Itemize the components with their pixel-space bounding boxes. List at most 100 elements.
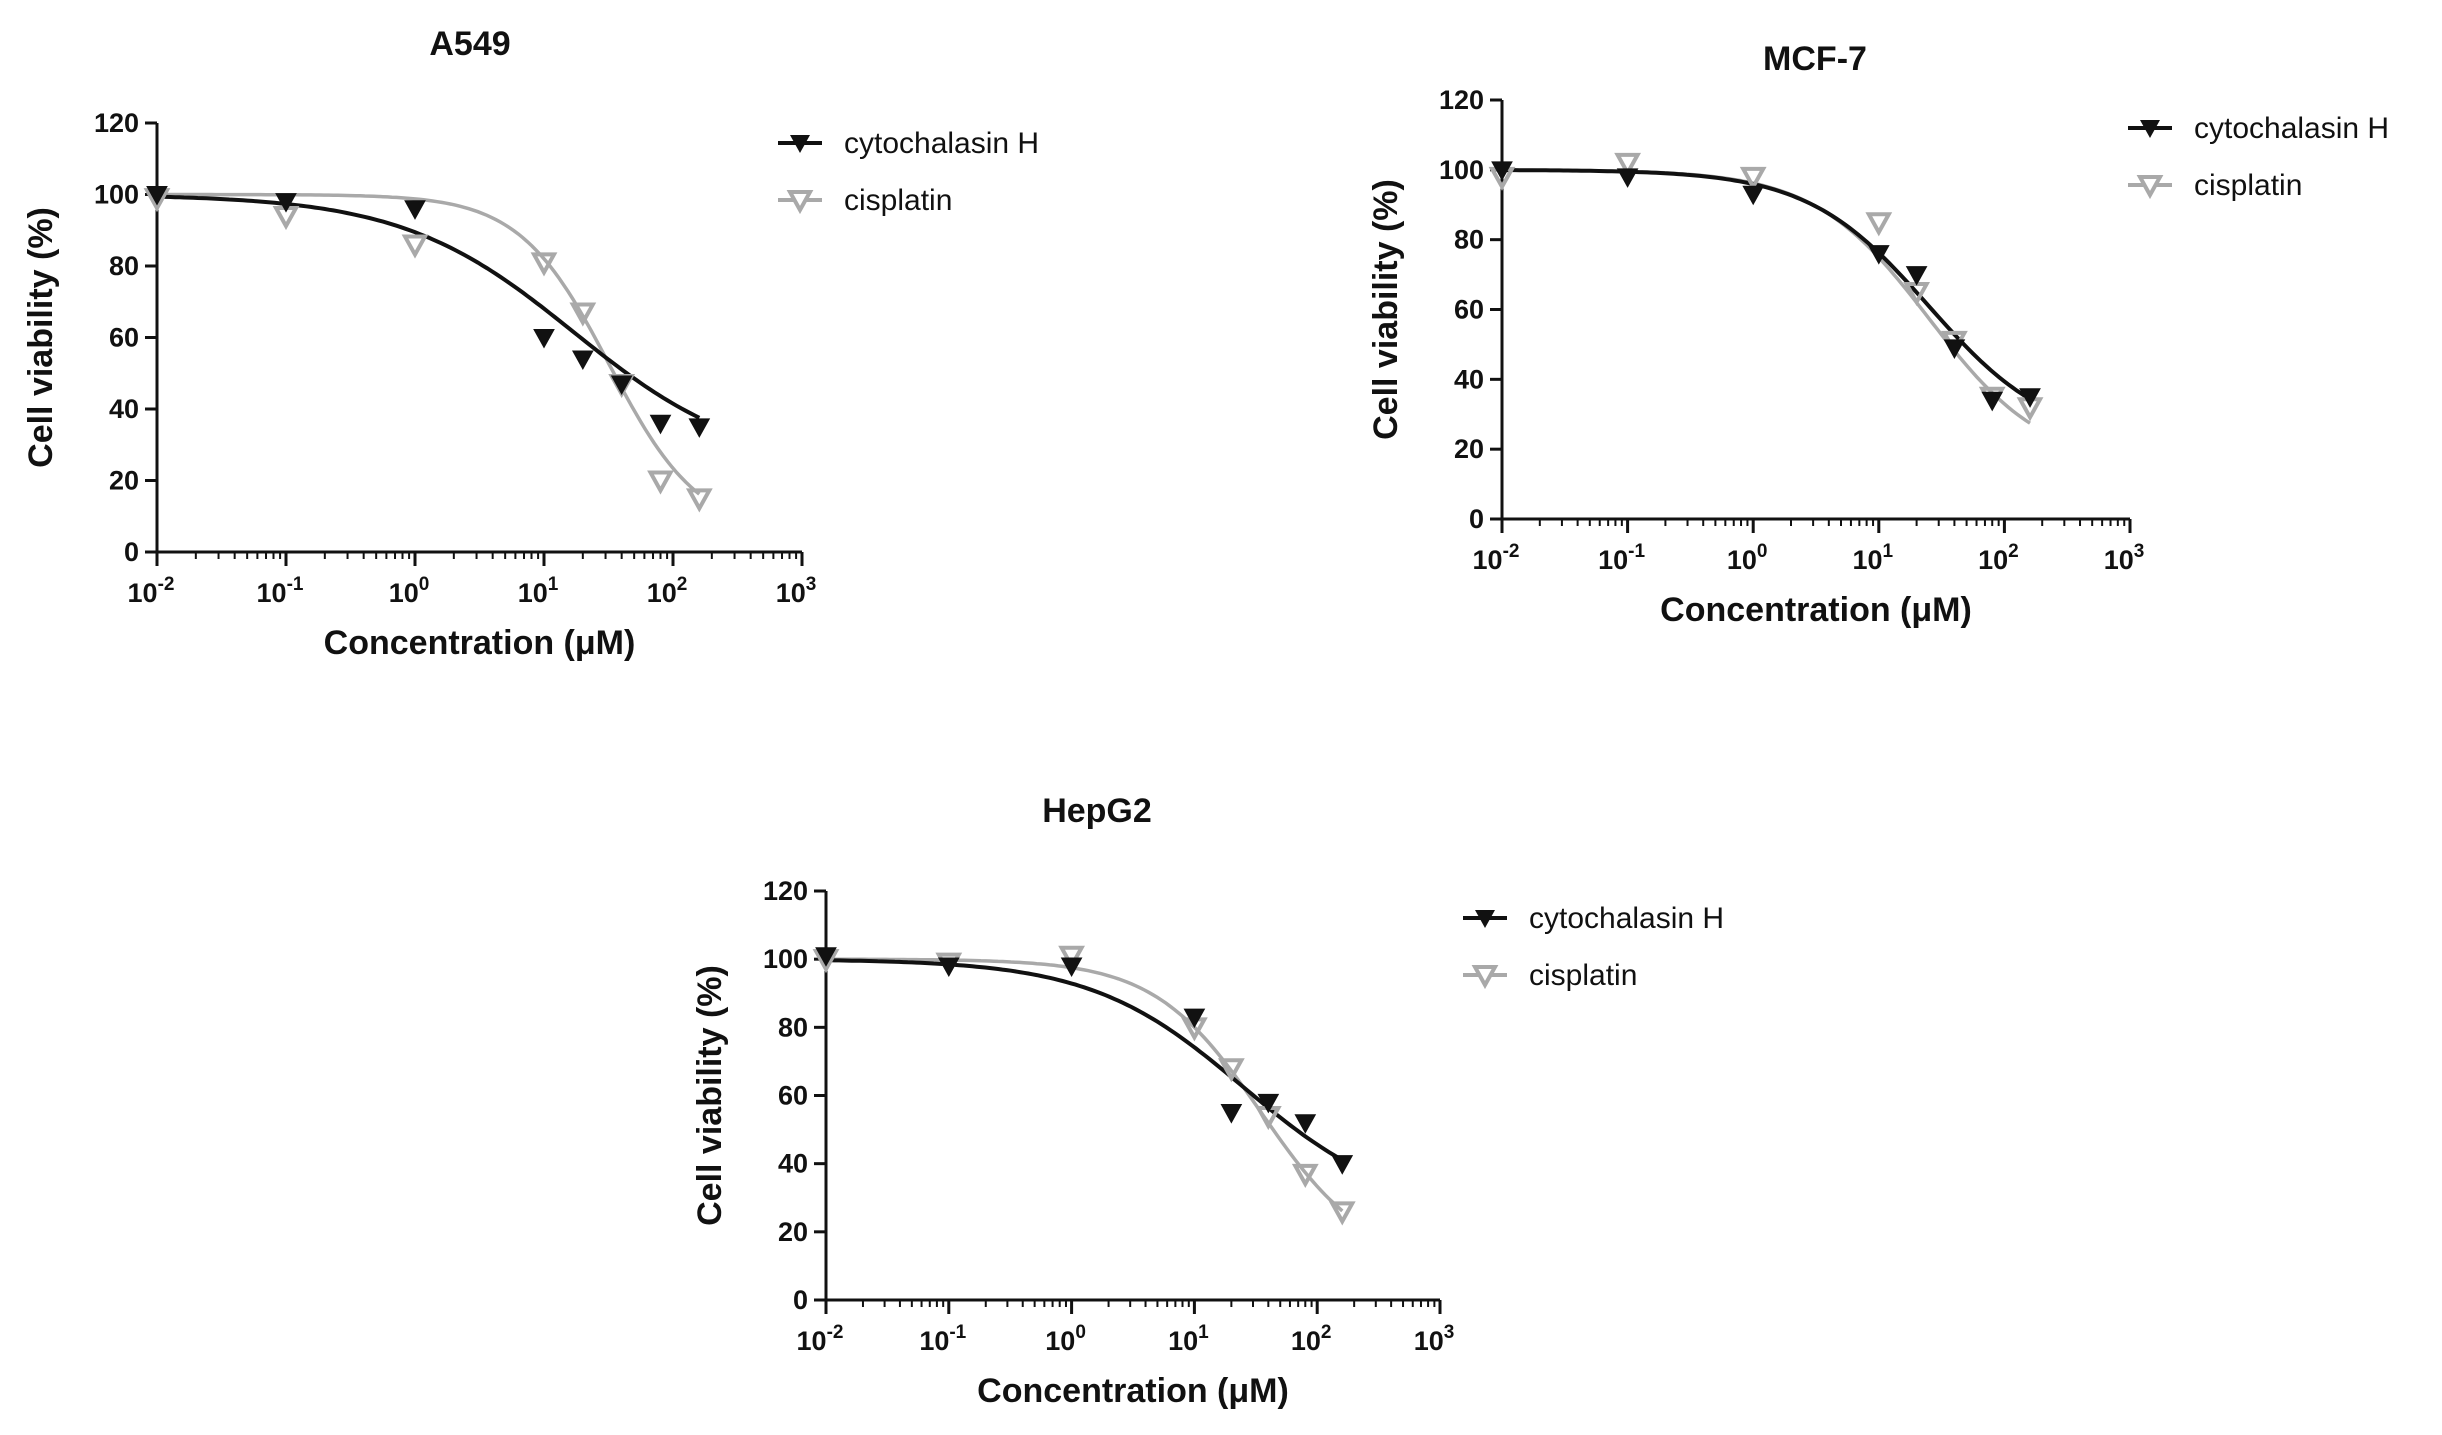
legend-label: cytochalasin H [2194, 112, 2389, 145]
x-tick-label: 100 [389, 574, 430, 608]
y-tick-label: 20 [109, 466, 139, 496]
data-point-cisplatin [1614, 152, 1641, 177]
data-point-cytochalasin-h [937, 957, 960, 978]
x-axis-label: Concentration (μM) [324, 624, 636, 662]
y-tick-label: 0 [1469, 504, 1484, 534]
data-point-cytochalasin-h [1220, 1104, 1243, 1124]
y-tick-label: 20 [1454, 434, 1484, 464]
chart-title: MCF-7 [1763, 40, 1867, 78]
y-tick-label: 100 [763, 944, 808, 974]
data-point-cytochalasin-h [2019, 388, 2041, 408]
data-point-cytochalasin-h [1183, 1008, 1206, 1029]
x-tick-label: 10-2 [797, 1322, 844, 1356]
y-tick-label: 0 [124, 537, 139, 567]
legend-marker [2140, 120, 2160, 138]
y-tick-label: 60 [778, 1081, 808, 1111]
data-point-cisplatin [647, 470, 674, 495]
data-point-cisplatin [1291, 1163, 1319, 1189]
data-point-cisplatin [1217, 1058, 1245, 1083]
chart-title: A549 [429, 25, 510, 63]
y-tick-label: 120 [1439, 85, 1484, 115]
data-point-cytochalasin-h [1867, 245, 1890, 265]
data-point-cytochalasin-h [275, 193, 297, 213]
x-tick-label: 101 [1852, 541, 1893, 575]
data-point-cytochalasin-h [404, 200, 426, 220]
chart-panel-2: HepG2 0 20 40 60 80 100 120 10-2 10-1 100 101 102 103… [691, 792, 1724, 1410]
x-tick-label: 10-1 [919, 1322, 966, 1356]
y-tick-label: 120 [763, 876, 808, 906]
fit-curve-cytochalasin-h [825, 958, 1344, 1162]
data-point-cytochalasin-h [1616, 168, 1639, 188]
x-tick-label: 103 [776, 574, 817, 608]
data-point-cytochalasin-h [1943, 339, 1966, 359]
data-point-cisplatin [1739, 166, 1767, 191]
x-tick-label: 101 [518, 574, 559, 608]
y-tick-label: 60 [109, 323, 139, 353]
y-axis-label: Cell viability (%) [22, 207, 60, 468]
x-axis-label: Concentration (μM) [1660, 591, 1972, 629]
x-tick-label: 102 [1291, 1322, 1332, 1356]
data-point-cytochalasin-h [649, 414, 672, 435]
legend-marker [1471, 965, 1499, 990]
data-point-cytochalasin-h [1257, 1093, 1280, 1114]
x-tick-label: 100 [1045, 1322, 1086, 1356]
data-point-cisplatin [1865, 212, 1893, 237]
chart-title: HepG2 [1042, 792, 1152, 830]
y-tick-label: 80 [778, 1012, 808, 1042]
legend-marker [790, 135, 810, 153]
data-point-cisplatin [530, 252, 558, 277]
data-point-cytochalasin-h [1905, 266, 1928, 286]
legend-marker [786, 190, 814, 215]
x-axis-label: Concentration (μM) [977, 1372, 1289, 1410]
data-point-cisplatin [685, 488, 713, 513]
data-point-cytochalasin-h [1060, 957, 1083, 978]
x-tick-label: 10-1 [257, 574, 304, 608]
fit-curve-cisplatin [157, 192, 701, 496]
data-point-cytochalasin-h [610, 375, 633, 396]
chart-panel-1: MCF-7 0 20 40 60 80 100 120 10-2 10-1 100 101 102 103… [1367, 40, 2389, 629]
y-tick-label: 40 [109, 394, 139, 424]
legend-label: cisplatin [2194, 169, 2302, 202]
data-point-cisplatin [1328, 1201, 1356, 1226]
y-tick-label: 120 [94, 108, 139, 138]
y-tick-label: 80 [1454, 225, 1484, 255]
x-tick-label: 103 [2104, 541, 2145, 575]
data-point-cytochalasin-h [1981, 391, 2004, 412]
x-tick-label: 103 [1414, 1322, 1455, 1356]
data-point-cytochalasin-h [571, 350, 594, 370]
data-point-cytochalasin-h [1294, 1114, 1317, 1134]
x-tick-label: 10-2 [1473, 541, 1520, 575]
legend-marker [1475, 910, 1495, 928]
data-point-cytochalasin-h [1742, 185, 1765, 206]
x-tick-label: 100 [1727, 541, 1768, 575]
data-point-cytochalasin-h [1331, 1155, 1354, 1175]
y-axis-label: Cell viability (%) [691, 965, 729, 1226]
legend-label: cisplatin [1529, 959, 1637, 992]
y-tick-label: 40 [778, 1149, 808, 1179]
fit-curve-cytochalasin-h [156, 194, 701, 420]
data-point-cytochalasin-h [688, 418, 711, 438]
y-tick-label: 0 [793, 1285, 808, 1315]
x-tick-label: 10-2 [128, 574, 175, 608]
data-point-cytochalasin-h [1491, 161, 1513, 181]
x-tick-label: 10-1 [1598, 541, 1645, 575]
y-tick-label: 100 [1439, 155, 1484, 185]
x-tick-label: 101 [1168, 1322, 1209, 1356]
legend-label: cisplatin [844, 184, 952, 217]
y-tick-label: 80 [109, 251, 139, 281]
y-tick-label: 100 [94, 180, 139, 210]
fit-curve-cytochalasin-h [1502, 168, 2032, 401]
y-tick-label: 20 [778, 1217, 808, 1247]
data-point-cisplatin [401, 234, 429, 259]
y-tick-label: 60 [1454, 295, 1484, 325]
fit-curve-cisplatin [826, 957, 1344, 1213]
x-tick-label: 102 [1978, 541, 2019, 575]
legend-label: cytochalasin H [844, 127, 1039, 160]
data-point-cytochalasin-h [815, 947, 837, 967]
x-tick-label: 102 [647, 574, 688, 608]
data-point-cytochalasin-h [146, 186, 168, 206]
legend-marker [2136, 175, 2164, 200]
chart-panel-0: A549 0 20 40 60 80 100 120 10-2 10-1 100 101 102 103 C… [22, 25, 1039, 662]
fit-curve-cisplatin [1502, 168, 2031, 425]
